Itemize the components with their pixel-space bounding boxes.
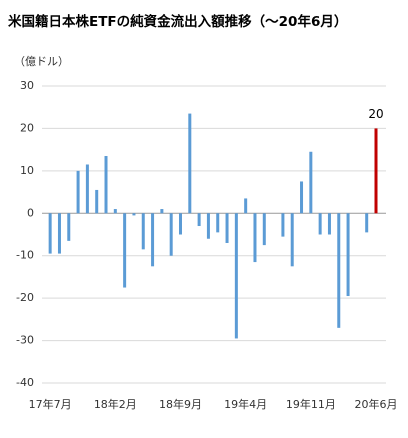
bar: [216, 213, 220, 233]
bar: [76, 170, 80, 214]
bar: [206, 213, 210, 239]
bar: [104, 156, 108, 214]
bar: [48, 213, 52, 254]
bar: [188, 113, 192, 214]
bar: [244, 198, 248, 214]
x-tick-label: 18年2月: [94, 397, 137, 411]
y-tick-label: -30: [16, 334, 34, 347]
bar: [113, 209, 117, 214]
bar: [337, 213, 341, 328]
bar: [225, 213, 229, 243]
bar: [300, 181, 304, 214]
y-tick-label: 30: [20, 79, 34, 92]
bar: [253, 213, 257, 263]
bar: [290, 213, 294, 267]
bar: [95, 189, 99, 214]
bar: [67, 213, 71, 241]
y-tick-label: 20: [20, 121, 34, 134]
x-tick-label: 17年7月: [29, 397, 72, 411]
y-tick-label: -20: [16, 291, 34, 304]
y-tick-label: 10: [20, 164, 34, 177]
x-tick-label: 20年6月: [355, 397, 398, 411]
x-tick-label: 19年4月: [224, 397, 267, 411]
bar: [318, 213, 322, 235]
bar: [262, 213, 266, 246]
x-tick-label: 19年11月: [286, 397, 336, 411]
bar: [197, 213, 201, 227]
bar: [57, 213, 61, 254]
bar: [374, 128, 378, 214]
y-tick-label: -10: [16, 249, 34, 262]
bar: [178, 213, 182, 235]
chart-title: 米国籍日本株ETFの純資金流出入額推移（～20年6月）: [8, 13, 347, 30]
bar: [151, 213, 155, 267]
x-tick-label: 18年9月: [159, 397, 202, 411]
value-label: 20: [368, 107, 383, 121]
y-tick-label: -40: [16, 376, 34, 389]
bar: [346, 213, 350, 297]
bar: [160, 209, 164, 214]
bar: [365, 213, 369, 233]
y-tick-label: 0: [27, 206, 34, 219]
bar: [141, 213, 145, 250]
y-axis-label: （億ドル）: [14, 55, 69, 68]
bar: [327, 213, 331, 235]
bar: [85, 164, 89, 214]
bar: [123, 213, 127, 288]
bar: [132, 213, 136, 216]
bar: [281, 213, 285, 237]
bar: [309, 151, 313, 214]
bar: [234, 213, 238, 339]
bar: [169, 213, 173, 256]
